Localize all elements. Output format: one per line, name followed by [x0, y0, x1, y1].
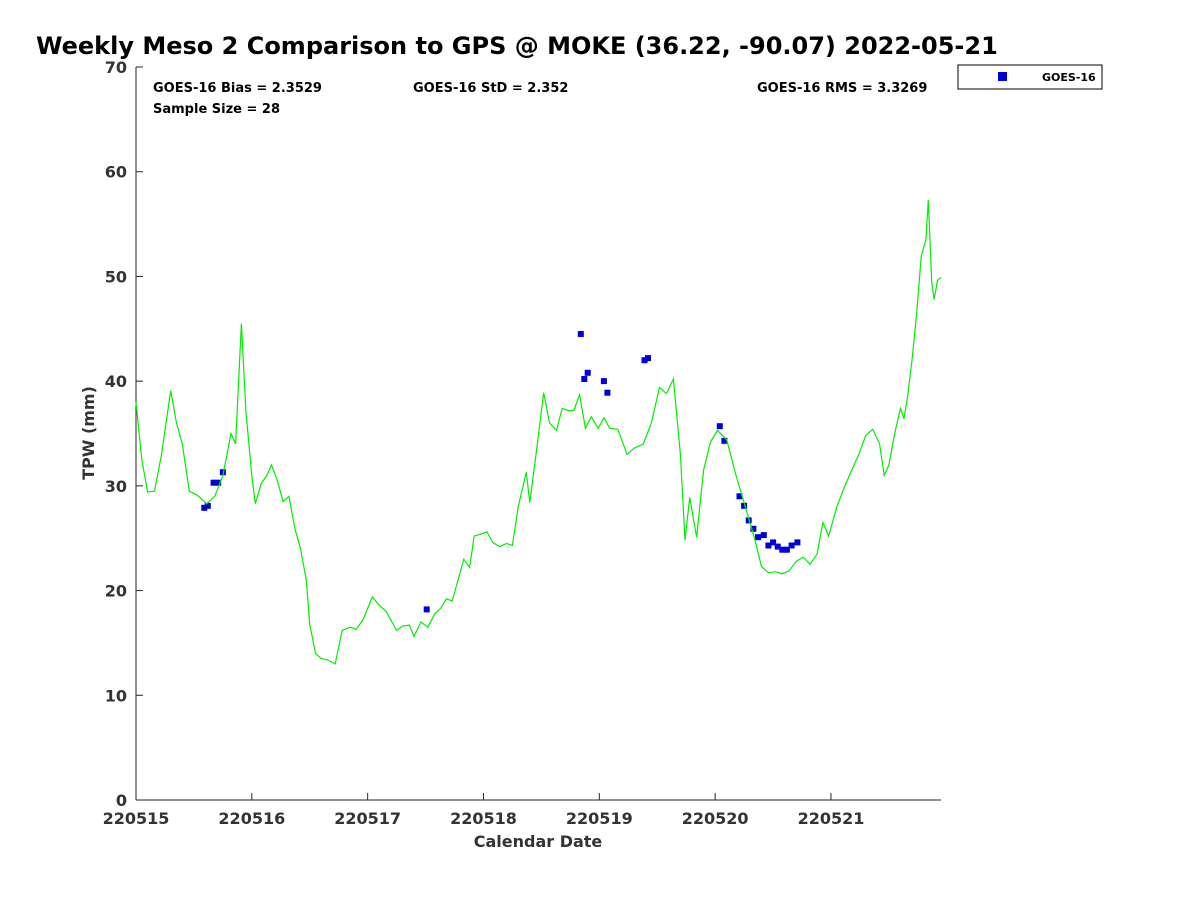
x-tick-label: 220520 [682, 809, 749, 828]
goes16-point [215, 479, 222, 486]
chart-title: Weekly Meso 2 Comparison to GPS @ MOKE (… [36, 32, 998, 60]
goes16-point [721, 437, 728, 444]
goes16-point [750, 525, 757, 532]
y-axis-label: TPW (mm) [79, 386, 98, 480]
y-tick-label: 50 [105, 267, 127, 286]
y-tick-label: 40 [105, 372, 127, 391]
goes16-point [755, 534, 761, 541]
stat-sample-size: Sample Size = 28 [153, 102, 280, 117]
goes16-point [201, 504, 208, 511]
y-tick-label: 70 [105, 58, 127, 77]
legend-label: GOES-16 [1042, 71, 1096, 84]
goes16-point [641, 357, 648, 364]
y-tick-label: 20 [105, 582, 127, 601]
legend-marker [998, 72, 1007, 81]
plot-area: 0 10 20 30 40 50 60 70 220515 220516 220517 220518 2… [103, 58, 942, 828]
legend-box [957, 64, 1103, 90]
stat-bias: GOES-16 Bias = 2.3529 [153, 81, 322, 96]
goes16-point [783, 546, 790, 553]
goes16-point [604, 389, 611, 396]
goes16-point [584, 369, 591, 376]
goes16-point [210, 479, 217, 486]
x-tick-label: 220516 [218, 809, 285, 828]
goes16-point [600, 378, 607, 385]
x-tick-label: 220519 [566, 809, 633, 828]
goes16-point [794, 539, 801, 546]
goes16-point [760, 532, 767, 539]
goes16-point [219, 469, 226, 476]
goes16-point [741, 502, 748, 509]
goes16-point [577, 331, 584, 337]
goes16-point [765, 542, 772, 549]
goes16-point [770, 539, 777, 546]
y-tick-label: 0 [116, 791, 127, 810]
y-tick-label: 60 [105, 163, 127, 182]
legend: GOES-16 [957, 64, 1103, 90]
stat-rms: GOES-16 RMS = 3.3269 [757, 81, 927, 96]
goes16-point [423, 606, 430, 613]
goes16-point [779, 546, 786, 553]
x-tick-label: 220521 [798, 809, 865, 828]
x-tick-label: 220517 [334, 809, 401, 828]
gps-tpw-line [135, 199, 942, 665]
goes16-point [716, 423, 723, 430]
goes16-point [736, 493, 743, 500]
goes16-point [774, 543, 781, 550]
y-tick-label: 30 [105, 477, 127, 496]
goes16-point [581, 376, 588, 382]
goes16-point [204, 502, 211, 509]
x-axis-label: Calendar Date [474, 832, 603, 851]
goes16-point [788, 542, 795, 549]
stat-std: GOES-16 StD = 2.352 [413, 81, 568, 96]
x-tick-label: 220515 [103, 809, 170, 828]
y-tick-label: 10 [105, 686, 127, 705]
goes16-point [645, 355, 651, 362]
x-tick-label: 220518 [450, 809, 517, 828]
